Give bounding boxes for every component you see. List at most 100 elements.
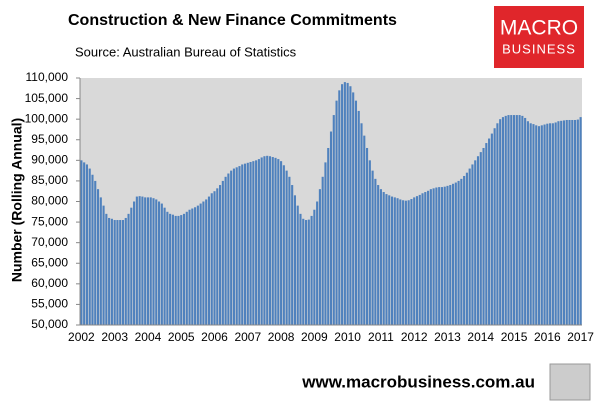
bar xyxy=(188,209,191,325)
y-tick-label: 85,000 xyxy=(31,173,68,187)
x-tick-label: 2010 xyxy=(334,330,361,344)
bar xyxy=(327,147,330,325)
bar xyxy=(163,207,166,325)
bar xyxy=(255,160,258,325)
bar xyxy=(449,185,452,325)
x-tick-label: 2004 xyxy=(135,330,162,344)
y-tick-label: 65,000 xyxy=(31,255,68,269)
bar xyxy=(324,162,327,325)
bar xyxy=(166,211,169,325)
bar xyxy=(549,123,552,326)
bar xyxy=(133,201,136,325)
bar xyxy=(496,123,499,326)
bar xyxy=(119,220,122,325)
bar xyxy=(205,199,208,325)
bar xyxy=(399,199,402,325)
bar xyxy=(91,174,94,325)
x-tick-label: 2014 xyxy=(467,330,494,344)
bar xyxy=(182,213,186,325)
bar xyxy=(257,159,260,325)
bar xyxy=(540,125,543,325)
bar xyxy=(180,215,183,325)
bar xyxy=(574,119,577,326)
bar xyxy=(388,195,391,325)
bar xyxy=(443,186,446,325)
bar xyxy=(468,168,471,325)
bar xyxy=(465,172,468,325)
chart-title: Construction & New Finance Commitments xyxy=(68,12,397,29)
bar xyxy=(560,120,563,326)
bar xyxy=(507,115,510,325)
bar xyxy=(415,196,419,325)
bar xyxy=(216,188,219,325)
bar xyxy=(196,205,199,325)
y-tick-label: 95,000 xyxy=(31,132,68,146)
bar xyxy=(482,147,485,325)
x-tick-label: 2011 xyxy=(368,330,394,344)
bar xyxy=(374,178,377,325)
bar xyxy=(280,161,283,325)
bar xyxy=(238,166,241,325)
x-tick-label: 2003 xyxy=(101,330,128,344)
bar xyxy=(105,213,108,325)
bar xyxy=(299,213,302,325)
bar xyxy=(113,220,116,325)
bar xyxy=(282,165,285,325)
bar xyxy=(438,187,441,325)
x-tick-label: 2002 xyxy=(68,330,95,344)
bar xyxy=(141,196,144,325)
bar xyxy=(368,160,371,325)
bar xyxy=(382,192,385,325)
bar xyxy=(329,131,333,325)
x-tick-label: 2015 xyxy=(501,330,528,344)
bar xyxy=(546,123,549,325)
bar xyxy=(271,157,274,325)
bar xyxy=(260,157,263,325)
bar xyxy=(313,209,316,325)
bar xyxy=(402,200,405,325)
x-tick-label: 2007 xyxy=(234,330,261,344)
bar xyxy=(529,123,532,326)
bar xyxy=(479,152,482,325)
bar xyxy=(249,161,252,325)
bar xyxy=(80,160,83,325)
bar xyxy=(155,199,158,325)
bar xyxy=(316,201,319,325)
bar xyxy=(199,203,202,325)
logo-icon xyxy=(549,363,591,401)
bar xyxy=(518,115,521,325)
bar xyxy=(568,119,571,326)
x-tick-label: 2013 xyxy=(434,330,461,344)
y-tick-label: 60,000 xyxy=(31,276,68,290)
x-tick-label: 2012 xyxy=(401,330,428,344)
bar xyxy=(488,138,491,325)
bar xyxy=(293,195,296,325)
bar xyxy=(102,205,105,325)
bar xyxy=(274,157,277,325)
bar xyxy=(418,194,421,325)
bar xyxy=(85,164,88,325)
bar xyxy=(235,167,238,325)
bar xyxy=(360,123,363,326)
bar xyxy=(310,215,313,325)
bar xyxy=(393,197,396,325)
bar xyxy=(94,180,97,325)
bar xyxy=(410,199,413,325)
bar xyxy=(127,213,130,325)
bar xyxy=(194,207,197,325)
y-tick-label: 105,000 xyxy=(25,91,69,105)
y-tick-label: 75,000 xyxy=(31,214,68,228)
bar xyxy=(288,176,291,325)
bar xyxy=(366,147,369,325)
bar xyxy=(379,189,382,325)
bar xyxy=(557,121,560,325)
bar xyxy=(485,143,488,325)
bar xyxy=(427,190,430,325)
y-tick-label: 50,000 xyxy=(31,317,68,331)
bar xyxy=(338,90,341,325)
bar xyxy=(149,197,152,325)
bar xyxy=(385,194,388,325)
bar xyxy=(174,215,177,325)
bar xyxy=(266,155,269,325)
bar xyxy=(551,123,554,326)
